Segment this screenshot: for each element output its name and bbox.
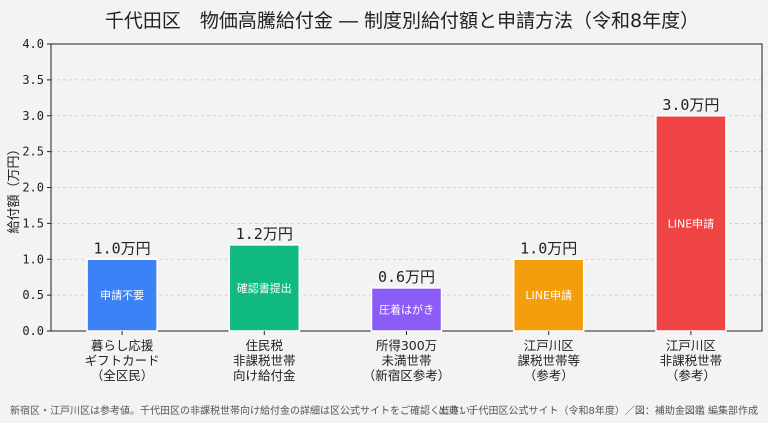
- x-tick-label: 暮らし応援: [91, 338, 154, 353]
- bar-inner-label: LINE申請: [525, 288, 572, 302]
- data-label: 1.0万円: [520, 239, 577, 257]
- bar: [512, 258, 585, 332]
- y-tick-label: 0.5: [22, 288, 44, 302]
- x-tick-label: （全区民）: [91, 368, 154, 383]
- bar: [370, 287, 443, 332]
- y-axis-title: 給付額（万円）: [7, 142, 22, 233]
- x-tick-label: （参考）: [666, 368, 716, 383]
- bar-inner-label: 圧着はがき: [379, 302, 434, 316]
- data-label: 3.0万円: [662, 96, 719, 114]
- y-tick-label: 1.0: [22, 252, 44, 266]
- chart-title: 千代田区 物価高騰給付金 ― 制度別給付額と申請方法（令和8年度）: [105, 10, 699, 32]
- footnote-right: 出典：千代田区公式サイト（令和8年度）／図：補助金図鑑 編集部作成: [438, 404, 758, 417]
- data-label: 1.0万円: [94, 239, 151, 257]
- y-tick-label: 2.5: [22, 145, 44, 159]
- x-tick-label: 向け給付金: [233, 368, 296, 383]
- data-label: 1.2万円: [236, 225, 293, 243]
- x-tick-label: 住民税: [246, 338, 284, 353]
- bar-inner-label: 申請不要: [100, 288, 144, 302]
- y-tick-label: 4.0: [22, 37, 44, 51]
- bar: [228, 244, 301, 332]
- x-tick-label: 江戸川区: [666, 338, 716, 353]
- x-tick-label: （参考）: [524, 368, 574, 383]
- y-tick-label: 2.0: [22, 181, 44, 195]
- data-label: 0.6万円: [378, 268, 435, 286]
- bar: [86, 258, 158, 332]
- y-tick-label: 1.5: [22, 216, 44, 230]
- y-tick-label: 3.0: [22, 109, 44, 123]
- bar-inner-label: 確認書提出: [237, 281, 292, 295]
- x-tick-label: ギフトカード: [85, 353, 160, 368]
- x-tick-label: 非課税世帯: [233, 353, 296, 368]
- y-axis-ticks: 0.0 0.5 1.0 1.5 2.0 2.5 3.0 3.5 4.0: [22, 37, 51, 338]
- x-tick-label: 課税世帯等: [517, 353, 580, 368]
- x-tick-label: 未満世帯: [381, 353, 431, 368]
- x-tick-label: 所得300万: [376, 338, 437, 353]
- x-tick-label: 非課税世帯: [660, 353, 723, 368]
- x-tick-label: 江戸川区: [524, 338, 574, 353]
- bar-inner-label: LINE申請: [668, 216, 715, 230]
- x-axis-categories: 暮らし応援ギフトカード（全区民）住民税非課税世帯向け給付金所得300万未満世帯（…: [85, 331, 723, 383]
- footnote-left: 新宿区・江戸川区は参考値。千代田区の非課税世帯向け給付金の詳細は区公式サイトをご…: [10, 404, 480, 417]
- x-tick-label: （新宿区参考）: [363, 368, 451, 383]
- y-tick-label: 0.0: [22, 324, 44, 338]
- y-tick-label: 3.5: [22, 73, 44, 87]
- bar: [655, 115, 727, 332]
